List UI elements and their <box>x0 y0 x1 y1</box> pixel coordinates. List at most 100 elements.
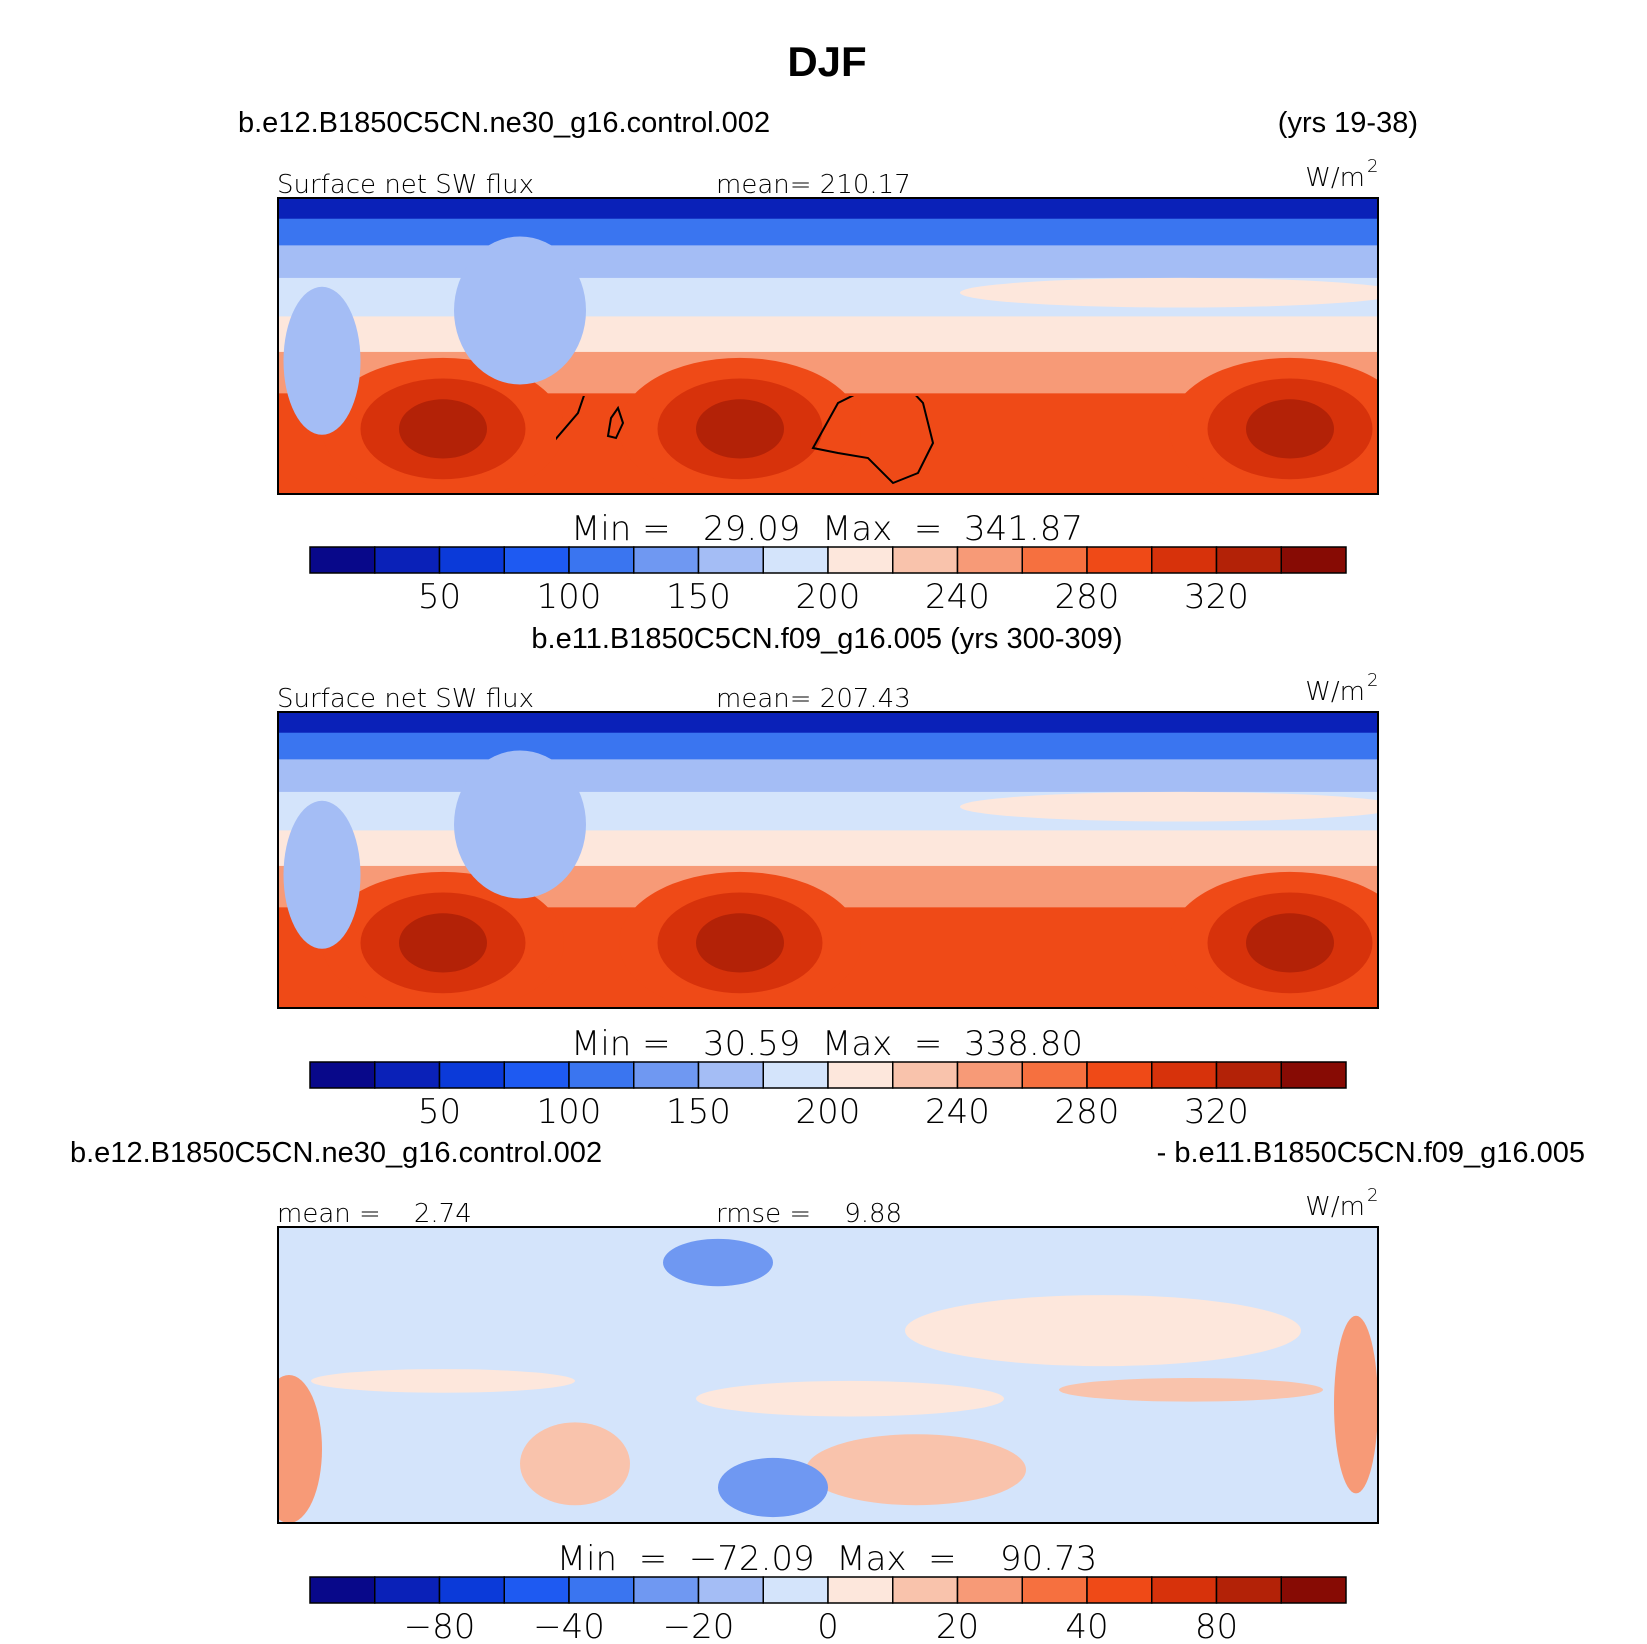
colorbar-box <box>374 1576 441 1604</box>
field-anomaly <box>1334 1315 1378 1494</box>
field-anomaly <box>278 1375 322 1523</box>
colorbar-box <box>762 1576 829 1604</box>
panel-rmse-label: rmse = 9.88 <box>716 1199 902 1229</box>
field-maximum <box>696 399 784 459</box>
colorbar <box>309 1576 1347 1604</box>
field-land <box>454 236 586 385</box>
colorbar-box <box>827 1061 894 1089</box>
units-text: W/m <box>1305 677 1365 707</box>
panel-mean-label: mean = 2.74 <box>277 1199 472 1229</box>
map-frame <box>277 1226 1379 1524</box>
colorbar-box <box>1215 1576 1282 1604</box>
panel-difference: mean = 2.74 rmse = 9.88 W/m 2 Min = −72.… <box>277 1185 1379 1644</box>
units-superscript: 2 <box>1367 1185 1378 1206</box>
field-anomaly <box>1059 1377 1323 1402</box>
colorbar-box <box>503 546 570 574</box>
field-maximum <box>696 913 784 973</box>
colorbar-tick-label: 280 <box>1055 577 1120 617</box>
colorbar-tick-label: 320 <box>1184 1092 1249 1132</box>
colorbar-box <box>956 1061 1023 1089</box>
colorbar-box <box>1021 546 1088 574</box>
colorbar-box <box>374 546 441 574</box>
colorbar-box <box>892 1061 959 1089</box>
field-anomaly <box>696 1380 1004 1417</box>
colorbar-tick-label: 150 <box>666 1092 731 1132</box>
field-maximum <box>399 913 487 973</box>
units-text: W/m <box>1305 1192 1365 1222</box>
field-anomaly <box>905 1295 1301 1367</box>
field-band <box>278 712 1378 734</box>
colorbar-box <box>503 1061 570 1089</box>
colorbar-tick-label: −80 <box>404 1607 476 1644</box>
case-a-years: (yrs 19-38) <box>1278 107 1418 139</box>
colorbar-tick-label: −20 <box>663 1607 735 1644</box>
colorbar-box <box>503 1576 570 1604</box>
colorbar-tick-label: −40 <box>533 1607 605 1644</box>
colorbar-tick-label: 0 <box>817 1607 839 1644</box>
units-label: W/m <box>1305 677 1365 707</box>
map-frame <box>277 197 1379 495</box>
colorbar-tick-label: 20 <box>936 1607 979 1644</box>
field-band <box>278 316 1378 353</box>
field-band <box>278 245 1378 279</box>
contour-field <box>278 712 1378 1008</box>
units-label: W/m <box>1305 1192 1365 1222</box>
colorbar-box <box>1215 1061 1282 1089</box>
field-anomaly <box>520 1422 630 1506</box>
field-anomaly <box>663 1238 773 1287</box>
colorbar-box <box>1151 1061 1218 1089</box>
panel-mean-label: mean= 207.43 <box>716 684 911 714</box>
case-b-title: b.e11.B1850C5CN.f09_g16.005 (yrs 300-309… <box>531 623 1122 655</box>
colorbar <box>309 546 1347 574</box>
colorbar-box <box>892 1576 959 1604</box>
field-anomaly <box>311 1369 575 1393</box>
contour-field <box>278 1227 1378 1523</box>
min-max-label: Min = −72.09 Max = 90.73 <box>557 1539 1097 1579</box>
field-maximum <box>399 399 487 459</box>
field-anomaly <box>718 1457 828 1518</box>
colorbar-box <box>1086 546 1153 574</box>
colorbar-tick-label: 200 <box>796 1092 861 1132</box>
colorbar-tick-label: 240 <box>925 1092 990 1132</box>
coastlines <box>556 396 935 485</box>
colorbar-box <box>1280 1576 1347 1604</box>
colorbar-box <box>956 546 1023 574</box>
colorbar-ticks: −80 −40 −20 0 20 40 80 <box>404 1607 1239 1644</box>
colorbar-box <box>568 1061 635 1089</box>
field-land <box>283 286 361 435</box>
colorbar-box <box>1021 1576 1088 1604</box>
colorbar-box <box>438 1061 505 1089</box>
colorbar-box <box>1151 546 1218 574</box>
units-text: W/m <box>1305 163 1365 193</box>
colorbar-tick-label: 100 <box>537 577 602 617</box>
colorbar-box <box>827 546 894 574</box>
diff-title-right: - b.e11.B1850C5CN.f09_g16.005 <box>1157 1137 1585 1169</box>
colorbar-box <box>956 1576 1023 1604</box>
colorbar-box <box>1151 1576 1218 1604</box>
colorbar-box <box>697 1061 764 1089</box>
diff-title-left: b.e12.B1850C5CN.ne30_g16.control.002 <box>70 1137 602 1169</box>
colorbar-box <box>892 546 959 574</box>
colorbar-box <box>633 1576 700 1604</box>
field-anomaly <box>806 1434 1026 1506</box>
field-band <box>960 277 1378 308</box>
colorbar-box <box>438 1576 505 1604</box>
colorbar-box <box>568 1576 635 1604</box>
colorbar-ticks: 50 100 150 200 240 280 320 <box>418 1092 1249 1132</box>
colorbar-tick-label: 150 <box>666 577 731 617</box>
panel-variable-label: Surface net SW flux <box>277 170 534 200</box>
min-max-label: Min = 29.09 Max = 341.87 <box>571 509 1083 549</box>
colorbar-tick-label: 240 <box>925 577 990 617</box>
colorbar-box <box>633 546 700 574</box>
colorbar-tick-label: 100 <box>537 1092 602 1132</box>
units-label: W/m <box>1305 163 1365 193</box>
case-a-name: b.e12.B1850C5CN.ne30_g16.control.002 <box>238 107 770 139</box>
field-land <box>283 800 361 949</box>
colorbar-box <box>697 546 764 574</box>
page-title: DJF <box>787 38 866 85</box>
colorbar-tick-label: 80 <box>1195 1607 1238 1644</box>
field-band <box>278 198 1378 220</box>
colorbar-box <box>697 1576 764 1604</box>
colorbar-box <box>1215 546 1282 574</box>
